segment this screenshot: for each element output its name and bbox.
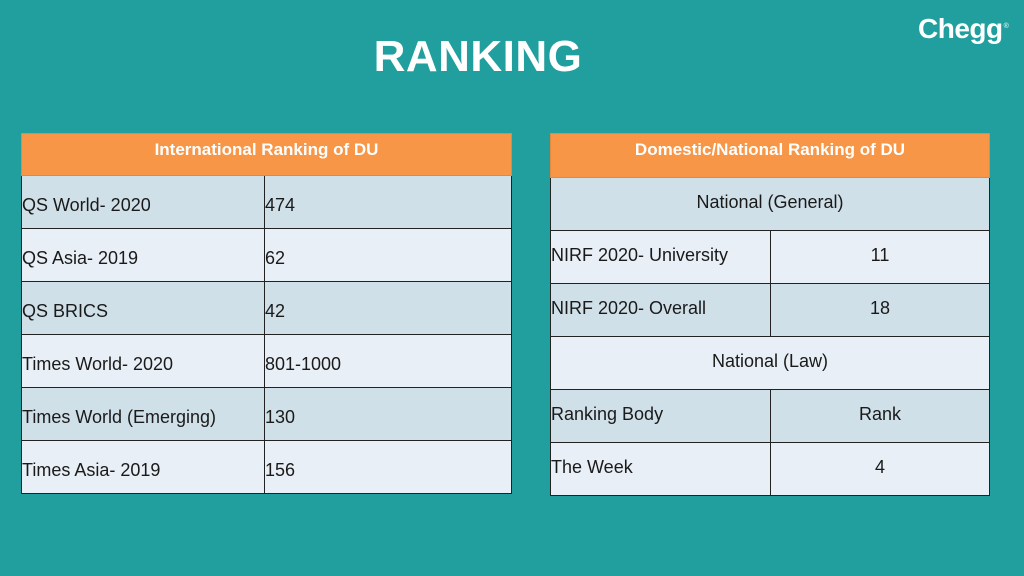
ranking-value-cell: 62 [264, 228, 512, 282]
domestic-ranking-header: Domestic/National Ranking of DU [550, 133, 990, 178]
ranking-value-cell: 11 [770, 230, 990, 284]
section-label-law: National (Law) [550, 336, 990, 390]
ranking-name-cell: NIRF 2020- University [550, 230, 771, 284]
table-row: The Week 4 [550, 442, 990, 496]
ranking-value-cell: 18 [770, 283, 990, 337]
trademark-mark: ® [1003, 22, 1009, 30]
table-row: Times World (Emerging) 130 [21, 387, 512, 441]
ranking-value-cell: 801-1000 [264, 334, 512, 388]
page-title: RANKING [373, 32, 583, 81]
chegg-logo: Chegg® [918, 13, 1009, 45]
domestic-ranking-table: Domestic/National Ranking of DU National… [550, 133, 990, 496]
section-row-general: National (General) [550, 177, 990, 231]
table-row: QS World- 2020 474 [21, 175, 512, 229]
section-row-law: National (Law) [550, 336, 990, 390]
table-row: Ranking Body Rank [550, 389, 990, 443]
ranking-name-cell: QS Asia- 2019 [21, 228, 265, 282]
ranking-value-cell: 156 [264, 440, 512, 494]
table-row: Times World- 2020 801-1000 [21, 334, 512, 388]
ranking-name-cell: QS BRICS [21, 281, 265, 335]
rank-header-cell: Rank [770, 389, 990, 443]
table-row: Times Asia- 2019 156 [21, 440, 512, 494]
table-row: NIRF 2020- University 11 [550, 230, 990, 284]
ranking-name-cell: Times World (Emerging) [21, 387, 265, 441]
brand-name: Chegg [918, 13, 1003, 44]
table-row: NIRF 2020- Overall 18 [550, 283, 990, 337]
ranking-name-cell: The Week [550, 442, 771, 496]
table-row: QS Asia- 2019 62 [21, 228, 512, 282]
ranking-name-cell: NIRF 2020- Overall [550, 283, 771, 337]
international-ranking-header: International Ranking of DU [21, 133, 512, 176]
ranking-value-cell: 42 [264, 281, 512, 335]
ranking-name-cell: Times World- 2020 [21, 334, 265, 388]
ranking-value-cell: 474 [264, 175, 512, 229]
ranking-value-cell: 130 [264, 387, 512, 441]
international-ranking-table: International Ranking of DU QS World- 20… [21, 133, 512, 494]
ranking-value-cell: 4 [770, 442, 990, 496]
section-label-general: National (General) [550, 177, 990, 231]
ranking-body-header-cell: Ranking Body [550, 389, 771, 443]
table-row: QS BRICS 42 [21, 281, 512, 335]
ranking-name-cell: QS World- 2020 [21, 175, 265, 229]
ranking-name-cell: Times Asia- 2019 [21, 440, 265, 494]
